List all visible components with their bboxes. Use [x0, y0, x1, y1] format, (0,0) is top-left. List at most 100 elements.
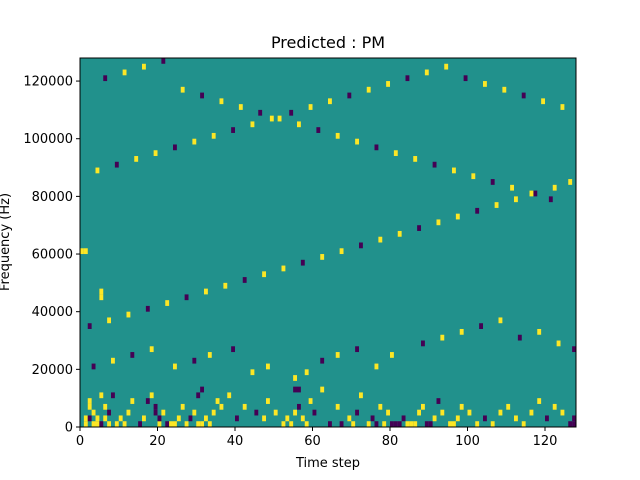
heatmap-cell-high: [293, 409, 298, 416]
heatmap-cell-high: [281, 265, 286, 272]
heatmap-cell-high: [506, 403, 511, 410]
heatmap-cell-low: [107, 409, 112, 416]
heatmap-cell-high: [502, 86, 507, 93]
heatmap-cell-low: [200, 386, 205, 393]
heatmap-cell-high: [432, 415, 437, 422]
heatmap-cell-high: [83, 248, 88, 255]
heatmap-cell-high: [122, 69, 127, 76]
heatmap-cell-high: [339, 248, 344, 255]
x-tick-label: 100: [455, 434, 480, 449]
heatmap-cell-low: [293, 386, 298, 393]
heatmap-cell-high: [382, 421, 387, 427]
heatmap-cell-high: [122, 421, 127, 427]
heatmap-cell-high: [95, 421, 100, 427]
heatmap-cell-high: [250, 369, 255, 376]
heatmap-cell-high: [494, 202, 499, 208]
heatmap-cell-low: [374, 144, 379, 151]
heatmap-cell-high: [335, 352, 340, 358]
chart-title: Predicted : PM: [271, 33, 385, 52]
heatmap-cell-low: [297, 403, 301, 410]
y-tick-label: 0: [65, 421, 73, 436]
heatmap-cell-high: [308, 398, 313, 404]
heatmap-cell-high: [514, 415, 518, 422]
heatmap-cell-low: [196, 392, 201, 399]
heatmap-cell-high: [405, 421, 410, 427]
heatmap-cell-low: [572, 346, 577, 353]
heatmap-cell-high: [99, 288, 104, 295]
heatmap-cell-high: [386, 409, 391, 416]
plot-frame: [79, 57, 577, 428]
heatmap-cell-high: [173, 363, 177, 370]
y-tick-label: 20000: [32, 363, 73, 378]
heatmap-cell-high: [83, 415, 88, 422]
heatmap-cell-high: [266, 363, 270, 370]
heatmap-cell-high: [200, 421, 205, 427]
heatmap-cell-high: [459, 328, 464, 335]
heatmap-cell-low: [347, 92, 352, 99]
heatmap-cell-low: [153, 409, 158, 416]
heatmap-cell-high: [459, 403, 464, 410]
heatmap-cell-low: [572, 415, 577, 422]
heatmap-cell-high: [142, 63, 146, 70]
heatmap-cell-high: [211, 132, 216, 139]
heatmap-cell-high: [107, 421, 112, 427]
heatmap-cell-high: [421, 403, 425, 410]
heatmap-cell-high: [180, 86, 185, 93]
heatmap-cell-high: [351, 421, 356, 427]
heatmap-cell-high: [552, 403, 557, 410]
heatmap-cell-high: [436, 219, 441, 226]
heatmap-cell-high: [196, 421, 201, 427]
heatmap-cell-low: [258, 109, 263, 116]
y-tick-label: 60000: [32, 248, 73, 263]
heatmap-cell-high: [262, 271, 267, 278]
heatmap-cell-low: [312, 409, 317, 416]
heatmap-cell-high: [440, 334, 445, 341]
heatmap-cell-low: [87, 415, 92, 422]
heatmap-cell-high: [95, 167, 100, 174]
heatmap-cell-high: [521, 421, 526, 427]
heatmap-cell-low: [421, 340, 425, 347]
heatmap-cell-high: [87, 398, 92, 404]
heatmap-cell-low: [417, 225, 422, 231]
heatmap-cell-high: [219, 403, 224, 410]
heatmap-cell-high: [378, 403, 383, 410]
heatmap-cell-high: [413, 156, 418, 162]
y-tick-label: 100000: [23, 132, 73, 147]
heatmap-cell-low: [483, 415, 487, 422]
heatmap-cell-low: [359, 242, 363, 249]
heatmap-cell-high: [448, 421, 453, 427]
heatmap-cell-high: [378, 236, 383, 243]
heatmap-cell-low: [87, 323, 92, 329]
heatmap-cell-high: [130, 398, 135, 404]
heatmap-cell-high: [560, 104, 565, 110]
heatmap-cell-high: [142, 415, 146, 422]
heatmap-cell-high: [192, 409, 197, 416]
heatmap-cell-high: [514, 196, 518, 203]
heatmap-cell-high: [475, 421, 480, 427]
heatmap-cell-high: [95, 415, 100, 422]
heatmap-cell-low: [328, 421, 332, 427]
x-tick-label: 120: [533, 434, 558, 449]
heatmap-cell-high: [99, 294, 104, 301]
x-tick-label: 40: [227, 434, 244, 449]
heatmap-cell-high: [490, 421, 495, 427]
heatmap-cell-high: [153, 150, 158, 157]
heatmap-cell-high: [335, 132, 340, 139]
heatmap-cell-low: [145, 305, 150, 312]
heatmap-cell-high: [242, 403, 247, 410]
heatmap-cell-high: [386, 81, 391, 87]
heatmap-cell-high: [207, 421, 212, 427]
heatmap-cell-high: [289, 421, 294, 427]
heatmap-cell-high: [285, 415, 290, 422]
heatmap-cell-high: [440, 409, 445, 416]
heatmap-cell-low: [548, 196, 553, 203]
heatmap-cell-low: [297, 386, 301, 393]
heatmap-cell-high: [111, 357, 115, 364]
heatmap-cell-high: [277, 115, 282, 122]
heatmap-cell-low: [231, 346, 236, 353]
heatmap-cell-low: [533, 190, 538, 197]
heatmap-cell-low: [161, 58, 166, 64]
heatmap-cell-high: [320, 254, 325, 260]
heatmap-cell-high: [467, 409, 472, 416]
